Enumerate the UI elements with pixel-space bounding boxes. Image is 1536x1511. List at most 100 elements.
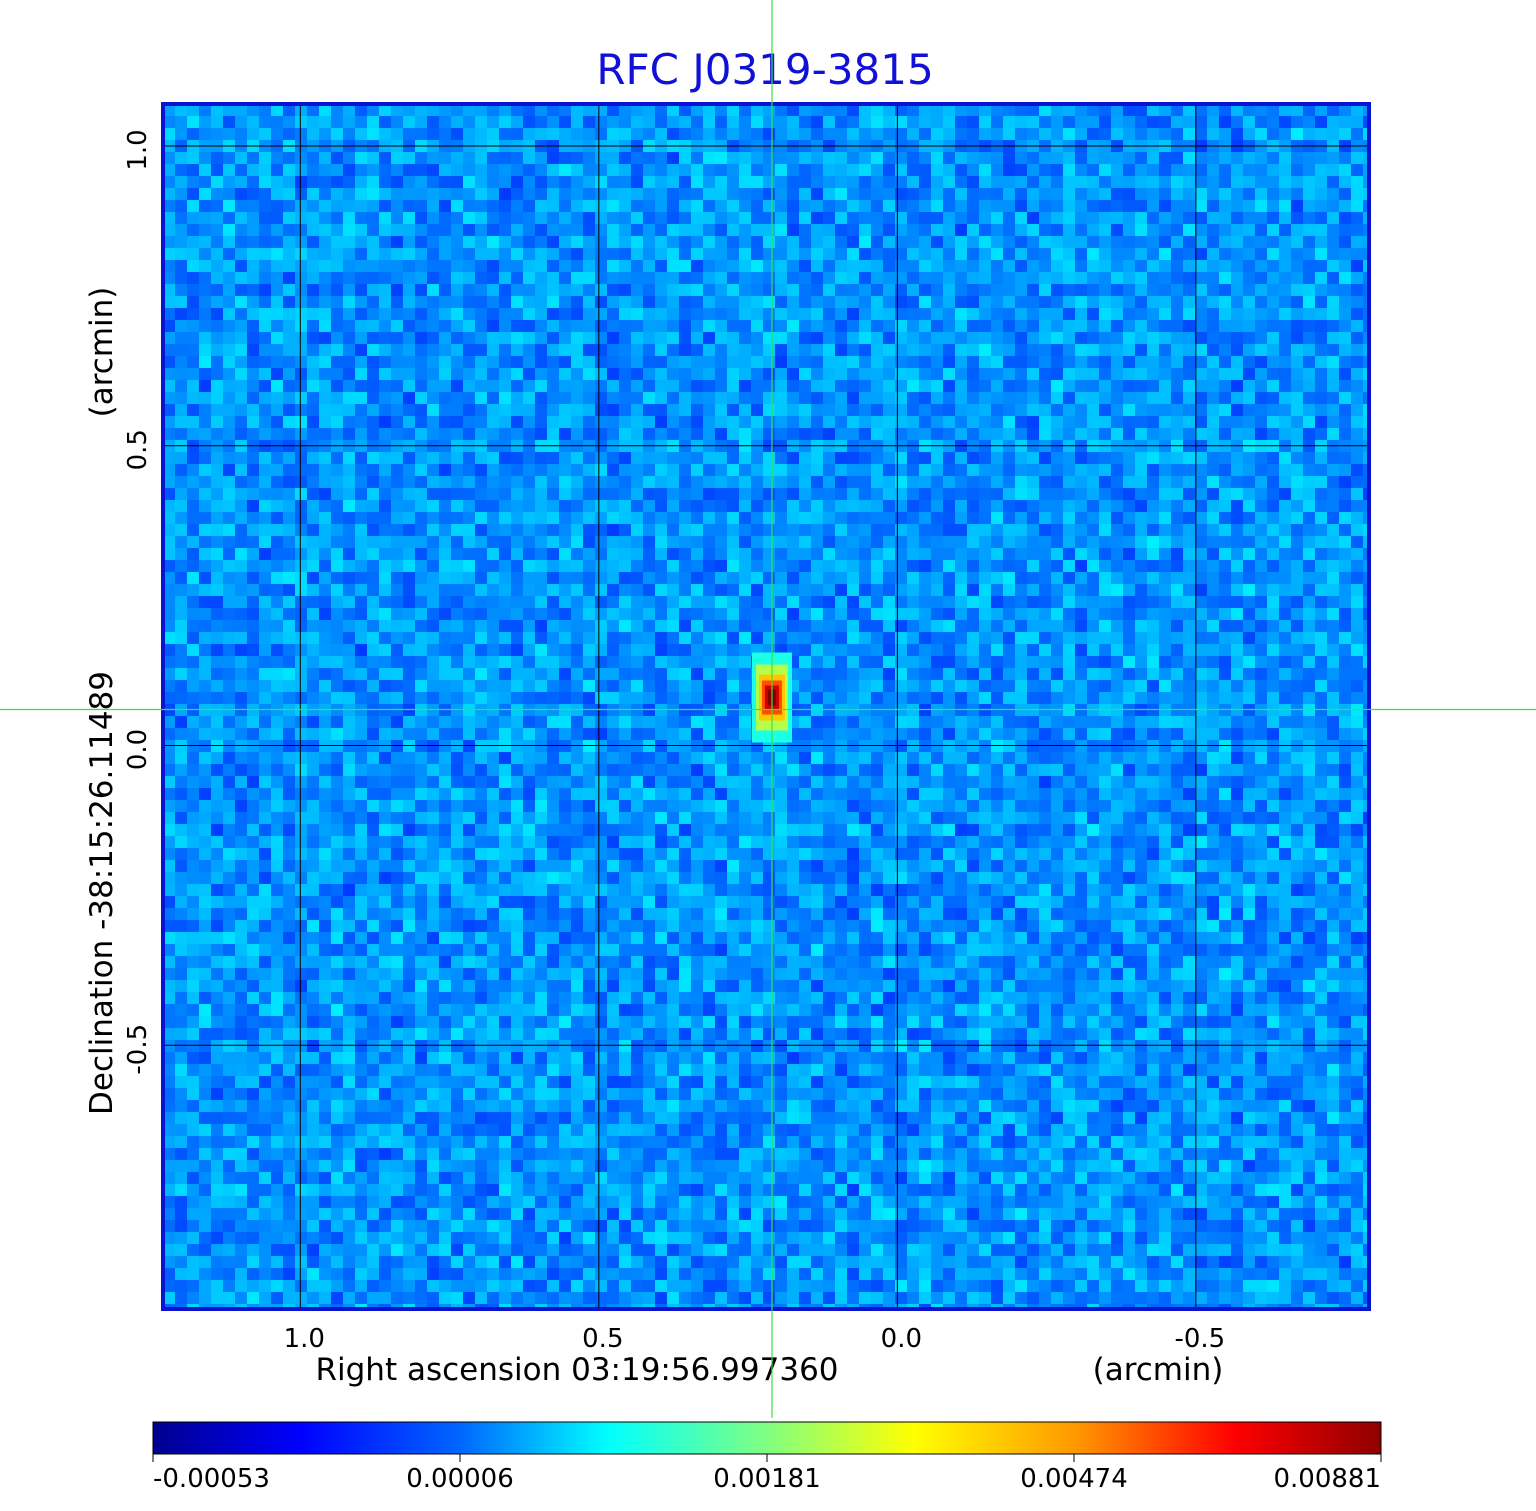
map-pixel — [619, 212, 631, 224]
map-pixel — [835, 128, 847, 140]
map-pixel — [499, 404, 511, 416]
map-pixel — [1015, 188, 1027, 200]
map-pixel — [847, 152, 859, 164]
map-pixel — [439, 404, 451, 416]
map-pixel — [595, 380, 607, 392]
map-pixel — [715, 320, 727, 332]
map-pixel — [691, 116, 703, 128]
map-pixel — [1183, 236, 1195, 248]
map-pixel — [631, 500, 643, 512]
map-pixel — [1075, 296, 1087, 308]
map-pixel — [931, 524, 943, 536]
map-pixel — [907, 584, 919, 596]
map-pixel — [211, 344, 223, 356]
map-pixel — [1279, 128, 1291, 140]
map-pixel — [787, 152, 799, 164]
map-pixel — [307, 332, 319, 344]
map-pixel — [991, 212, 1003, 224]
map-pixel — [775, 608, 787, 620]
map-pixel — [787, 296, 799, 308]
map-pixel — [427, 188, 439, 200]
map-pixel — [259, 116, 271, 128]
map-pixel — [679, 248, 691, 260]
map-pixel — [463, 164, 475, 176]
map-pixel — [595, 152, 607, 164]
map-pixel — [1039, 200, 1051, 212]
map-pixel — [1303, 368, 1315, 380]
map-pixel — [1147, 380, 1159, 392]
map-pixel — [1279, 428, 1291, 440]
map-pixel — [763, 260, 775, 272]
map-pixel — [619, 476, 631, 488]
map-pixel — [667, 452, 679, 464]
map-pixel — [1147, 632, 1159, 644]
map-pixel — [679, 632, 691, 644]
map-pixel — [1123, 500, 1135, 512]
map-pixel — [871, 380, 883, 392]
map-pixel — [979, 560, 991, 572]
map-pixel — [787, 560, 799, 572]
map-pixel — [1111, 500, 1123, 512]
map-pixel — [871, 464, 883, 476]
map-pixel — [511, 608, 523, 620]
map-pixel — [451, 476, 463, 488]
map-pixel — [1219, 548, 1231, 560]
map-pixel — [463, 344, 475, 356]
map-pixel — [511, 104, 523, 116]
map-pixel — [427, 644, 439, 656]
map-pixel — [619, 596, 631, 608]
map-pixel — [559, 416, 571, 428]
map-pixel — [1123, 380, 1135, 392]
map-pixel — [319, 584, 331, 596]
map-pixel — [1255, 176, 1267, 188]
map-pixel — [739, 428, 751, 440]
map-pixel — [775, 536, 787, 548]
map-pixel — [223, 272, 235, 284]
map-pixel — [823, 344, 835, 356]
map-pixel — [1327, 488, 1339, 500]
map-pixel — [871, 452, 883, 464]
map-pixel — [895, 272, 907, 284]
map-pixel — [715, 212, 727, 224]
map-pixel — [463, 284, 475, 296]
map-pixel — [847, 296, 859, 308]
map-pixel — [895, 284, 907, 296]
map-pixel — [415, 308, 427, 320]
map-pixel — [799, 164, 811, 176]
map-pixel — [679, 332, 691, 344]
map-pixel — [427, 296, 439, 308]
map-pixel — [259, 656, 271, 668]
map-pixel — [1099, 428, 1111, 440]
map-pixel — [943, 620, 955, 632]
map-pixel — [607, 536, 619, 548]
map-pixel — [955, 128, 967, 140]
map-pixel — [415, 176, 427, 188]
map-pixel — [163, 668, 175, 680]
map-pixel — [811, 524, 823, 536]
map-pixel — [1303, 104, 1315, 116]
map-pixel — [991, 176, 1003, 188]
map-pixel — [991, 668, 1003, 680]
map-pixel — [655, 188, 667, 200]
map-pixel — [439, 416, 451, 428]
map-pixel — [931, 296, 943, 308]
map-pixel — [499, 152, 511, 164]
map-pixel — [283, 104, 295, 116]
map-pixel — [583, 428, 595, 440]
map-pixel — [175, 260, 187, 272]
map-pixel — [655, 488, 667, 500]
map-pixel — [223, 620, 235, 632]
map-pixel — [847, 620, 859, 632]
map-pixel — [1267, 500, 1279, 512]
map-pixel — [823, 452, 835, 464]
map-pixel — [751, 476, 763, 488]
map-pixel — [439, 308, 451, 320]
map-pixel — [691, 668, 703, 680]
map-pixel — [691, 176, 703, 188]
map-pixel — [955, 620, 967, 632]
map-pixel — [1159, 560, 1171, 572]
map-pixel — [271, 572, 283, 584]
map-pixel — [895, 632, 907, 644]
map-pixel — [835, 524, 847, 536]
map-pixel — [211, 500, 223, 512]
